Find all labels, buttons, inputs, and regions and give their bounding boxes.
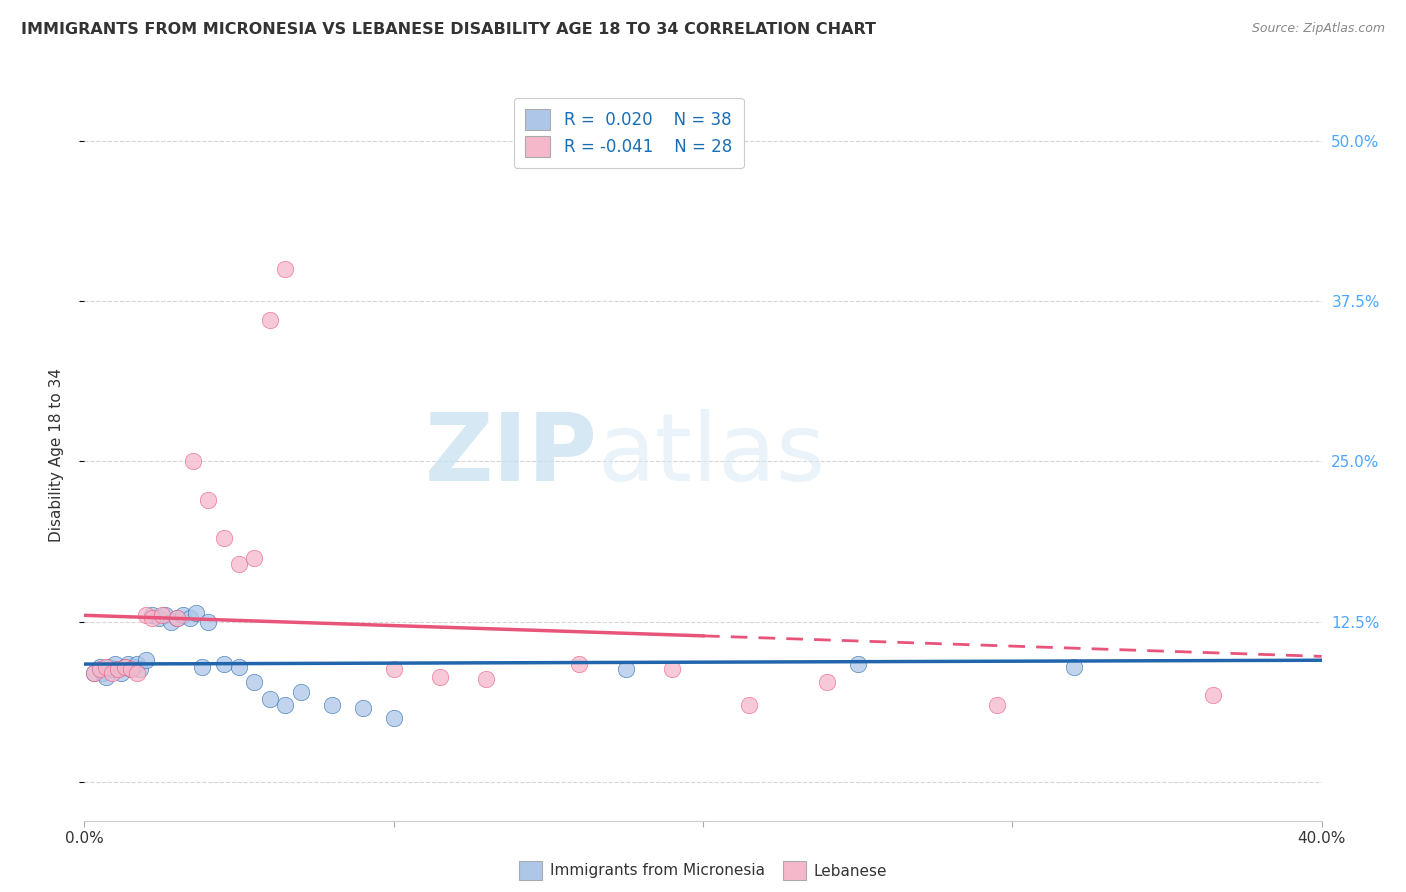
- Point: [382, 662, 405, 676]
- Point: [98, 659, 121, 673]
- Text: atlas: atlas: [598, 409, 827, 501]
- Y-axis label: Disability Age 18 to 34: Disability Age 18 to 34: [49, 368, 63, 542]
- Text: Source: ZipAtlas.com: Source: ZipAtlas.com: [1251, 22, 1385, 36]
- Point: [91, 666, 114, 681]
- Point: [290, 685, 312, 699]
- Point: [107, 662, 129, 676]
- Point: [212, 657, 235, 671]
- Point: [101, 662, 124, 676]
- Point: [125, 657, 148, 671]
- Point: [986, 698, 1008, 713]
- Point: [179, 611, 201, 625]
- Point: [212, 532, 235, 546]
- Point: [614, 662, 637, 676]
- Point: [135, 653, 157, 667]
- Point: [117, 657, 139, 671]
- Point: [184, 606, 207, 620]
- Point: [150, 608, 173, 623]
- Point: [259, 313, 281, 327]
- Point: [114, 659, 136, 673]
- Point: [83, 666, 105, 681]
- Legend: R =  0.020    N = 38, R = -0.041    N = 28: R = 0.020 N = 38, R = -0.041 N = 28: [513, 97, 744, 169]
- Point: [160, 615, 183, 629]
- Point: [181, 454, 204, 468]
- Point: [166, 611, 188, 625]
- Point: [429, 670, 451, 684]
- Point: [141, 611, 163, 625]
- Point: [475, 673, 498, 687]
- Point: [89, 659, 111, 673]
- Point: [120, 662, 142, 676]
- Point: [274, 261, 297, 276]
- Point: [274, 698, 297, 713]
- Text: IMMIGRANTS FROM MICRONESIA VS LEBANESE DISABILITY AGE 18 TO 34 CORRELATION CHART: IMMIGRANTS FROM MICRONESIA VS LEBANESE D…: [21, 22, 876, 37]
- Point: [101, 666, 124, 681]
- Point: [228, 557, 250, 571]
- Point: [120, 662, 142, 676]
- Point: [94, 659, 117, 673]
- Point: [382, 711, 405, 725]
- Point: [83, 666, 105, 681]
- Point: [197, 615, 219, 629]
- Point: [243, 550, 266, 565]
- Point: [107, 662, 129, 676]
- Point: [148, 611, 170, 625]
- Point: [1063, 659, 1085, 673]
- Point: [815, 675, 838, 690]
- Point: [166, 611, 188, 625]
- Point: [141, 608, 163, 623]
- Point: [135, 608, 157, 623]
- Text: ZIP: ZIP: [425, 409, 598, 501]
- Legend: Immigrants from Micronesia, Lebanese: Immigrants from Micronesia, Lebanese: [515, 856, 891, 884]
- Point: [738, 698, 761, 713]
- Point: [243, 675, 266, 690]
- Point: [568, 657, 591, 671]
- Point: [122, 659, 145, 673]
- Point: [846, 657, 869, 671]
- Point: [228, 659, 250, 673]
- Point: [110, 666, 132, 681]
- Point: [661, 662, 683, 676]
- Point: [1202, 688, 1225, 702]
- Point: [104, 657, 127, 671]
- Point: [191, 659, 214, 673]
- Point: [352, 700, 374, 714]
- Point: [94, 670, 117, 684]
- Point: [172, 608, 194, 623]
- Point: [114, 659, 136, 673]
- Point: [259, 691, 281, 706]
- Point: [125, 666, 148, 681]
- Point: [129, 662, 152, 676]
- Point: [89, 662, 111, 676]
- Point: [197, 492, 219, 507]
- Point: [153, 608, 176, 623]
- Point: [321, 698, 343, 713]
